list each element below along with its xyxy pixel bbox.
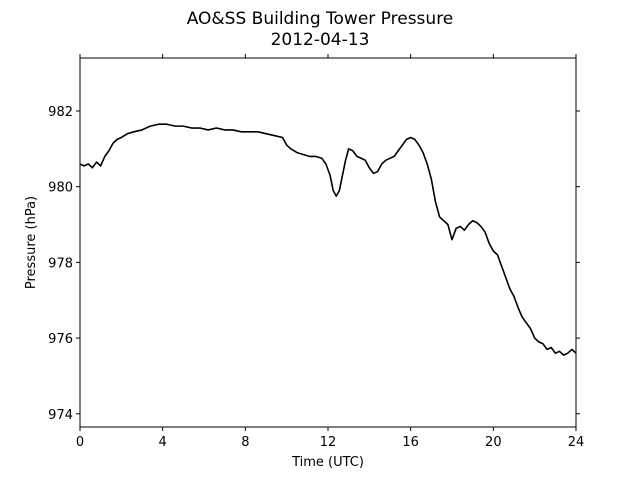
x-tick-label: 12 [320,435,337,450]
y-axis-label: Pressure (hPa) [24,196,39,289]
x-tick-label: 8 [241,435,249,450]
x-tick-label: 20 [485,435,502,450]
y-tick-label: 978 [48,256,73,271]
x-tick-label: 16 [402,435,419,450]
y-tick-label: 982 [48,105,73,120]
pressure-line [79,123,577,356]
x-tick-label: 0 [76,435,84,450]
x-axis-label: Time (UTC) [291,455,364,470]
axis-ticks: 0 4 8 12 16 20 24 974 976 978 980 982 [48,54,584,450]
x-tick-label: 4 [159,435,167,450]
y-tick-label: 980 [48,181,73,196]
series-group [79,123,577,356]
y-tick-label: 974 [48,408,73,423]
x-tick-label: 24 [568,435,585,450]
chart-subtitle: 2012-04-13 [271,30,370,50]
plot-frame [79,57,577,428]
chart-title: AO&SS Building Tower Pressure [187,9,454,29]
y-tick-label: 976 [48,332,73,347]
